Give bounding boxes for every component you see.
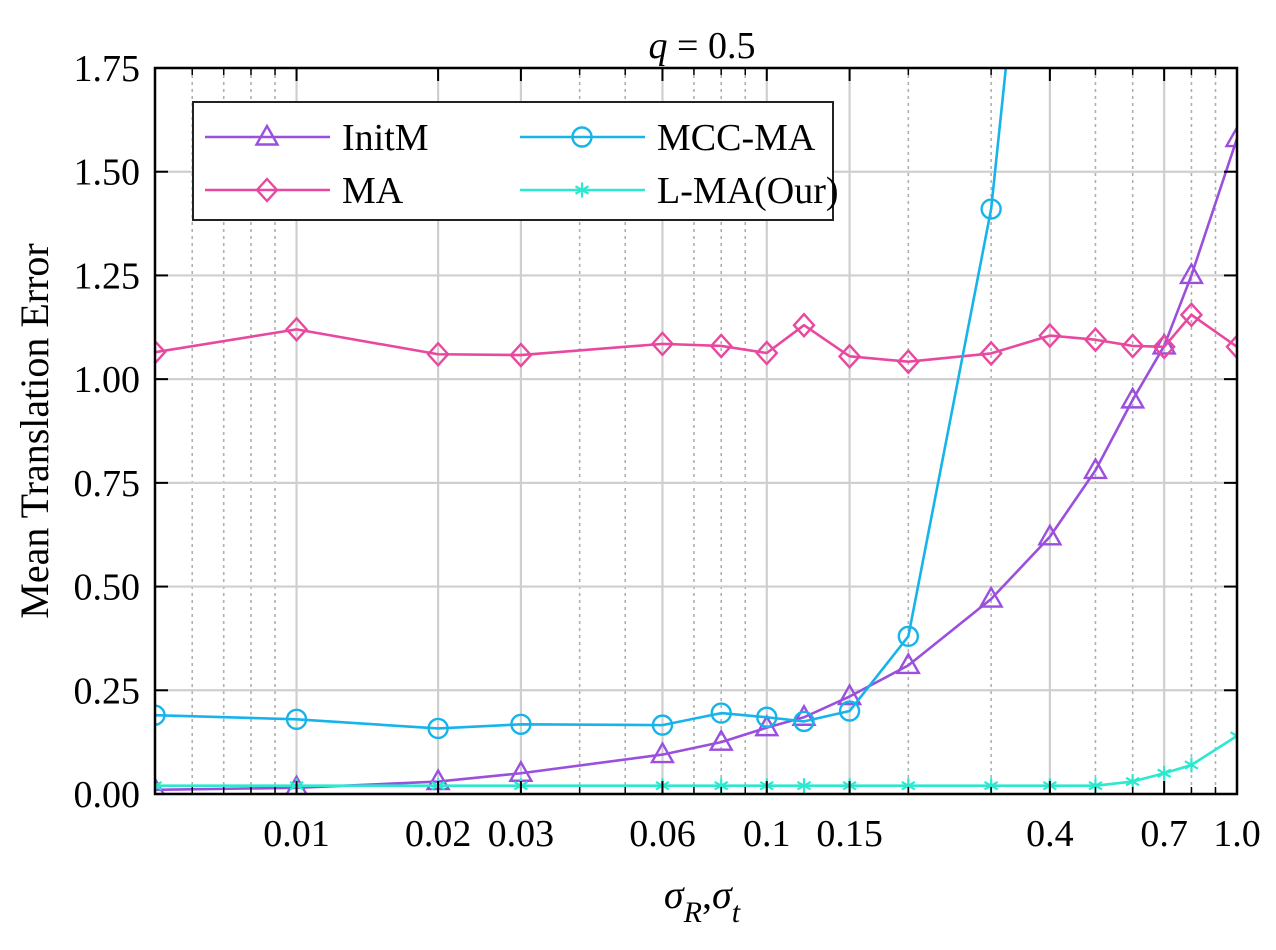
legend-marker	[254, 123, 280, 146]
data-point	[708, 728, 734, 751]
series-line	[155, 68, 1008, 730]
data-point	[1178, 261, 1204, 285]
series-layer	[155, 68, 1237, 794]
data-point	[649, 741, 676, 764]
y-tick-label: 0.00	[74, 774, 141, 816]
data-point	[155, 778, 163, 794]
data-point	[1125, 774, 1140, 790]
legend-marker	[571, 126, 593, 148]
x-tick-label: 0.03	[488, 813, 555, 855]
y-tick-label: 1.50	[74, 152, 141, 194]
series-initm	[155, 125, 1237, 794]
data-point	[837, 683, 863, 706]
data-point	[792, 312, 816, 338]
legend-label: L-MA(Our)	[657, 170, 839, 212]
data-point	[1120, 386, 1146, 409]
data-point	[1121, 333, 1145, 359]
y-tick-label: 0.75	[74, 463, 141, 505]
y-tick-label: 1.75	[74, 48, 141, 90]
legend-item: MCC-MA	[520, 117, 816, 159]
chart-title: q = 0.5	[649, 25, 756, 67]
data-point	[1184, 757, 1199, 773]
legend-marker	[255, 177, 279, 203]
x-tick-label: 0.02	[405, 813, 472, 855]
tick-layer: 0.01 0.02 0.03 0.06 0.1 0.15 0.4 0.7 1.0 0.00 0.25…	[74, 48, 1261, 855]
data-point	[796, 778, 812, 794]
data-point	[978, 585, 1004, 608]
data-point	[1083, 326, 1108, 353]
x-axis-label: σR,σt	[664, 872, 741, 929]
data-point	[710, 702, 732, 724]
data-point	[155, 704, 166, 726]
legend-box	[192, 101, 834, 221]
data-point	[895, 651, 921, 675]
data-point	[1179, 302, 1204, 328]
y-tick-label: 1.00	[74, 359, 141, 401]
data-point	[1151, 332, 1177, 355]
x-tick-label: 0.1	[743, 813, 791, 855]
data-point	[755, 340, 779, 366]
data-point	[651, 714, 674, 736]
x-tick-label: 0.15	[816, 813, 883, 855]
data-point	[509, 342, 533, 368]
legend-item: L-MA(Our)	[520, 170, 839, 212]
data-point	[1082, 456, 1109, 480]
data-point	[897, 625, 920, 648]
data-point	[285, 708, 308, 731]
data-point	[1152, 334, 1176, 360]
data-point	[709, 333, 733, 359]
legend-item: InitM	[205, 117, 429, 159]
legend-marker	[574, 182, 590, 198]
data-point	[426, 341, 450, 368]
legend-label: InitM	[342, 117, 429, 159]
x-tick-label: 1.0	[1213, 813, 1261, 855]
data-point	[1038, 322, 1062, 349]
data-point	[1224, 125, 1237, 148]
data-point	[979, 340, 1003, 367]
series-line	[155, 138, 1237, 792]
data-point	[1037, 523, 1063, 546]
y-tick-label: 0.50	[74, 567, 141, 609]
legend-label: MA	[342, 170, 404, 212]
x-tick-label: 0.06	[629, 813, 696, 855]
series-line	[155, 734, 1237, 788]
data-point	[791, 703, 817, 726]
y-tick-label: 1.25	[74, 255, 141, 297]
y-tick-label: 0.25	[74, 670, 141, 712]
data-point	[1225, 334, 1237, 360]
data-point	[837, 343, 862, 370]
legend: InitM MA MCC-MA L-MA(Our)	[192, 101, 839, 221]
data-point	[155, 339, 167, 365]
x-tick-label: 0.4	[1026, 813, 1074, 855]
legend-label: MCC-MA	[657, 117, 816, 159]
legend-item: MA	[205, 170, 404, 212]
x-tick-label: 0.7	[1140, 813, 1188, 855]
data-point	[793, 710, 815, 733]
data-point	[1157, 765, 1172, 781]
data-point	[756, 706, 778, 728]
y-axis-label: Mean Translation Error	[12, 243, 57, 619]
data-point	[427, 717, 449, 740]
series-ma	[155, 302, 1237, 375]
data-point	[510, 713, 532, 736]
data-point	[980, 198, 1002, 220]
data-point	[1229, 728, 1237, 744]
series-mcc-ma	[155, 68, 1008, 740]
series-line	[155, 313, 1237, 364]
data-point	[838, 700, 861, 722]
data-point	[650, 331, 675, 357]
series-l-ma-our	[155, 728, 1237, 794]
plot-frame	[153, 66, 1239, 796]
x-tick-label: 0.01	[263, 813, 330, 855]
data-point	[284, 316, 309, 343]
data-point	[896, 348, 920, 375]
